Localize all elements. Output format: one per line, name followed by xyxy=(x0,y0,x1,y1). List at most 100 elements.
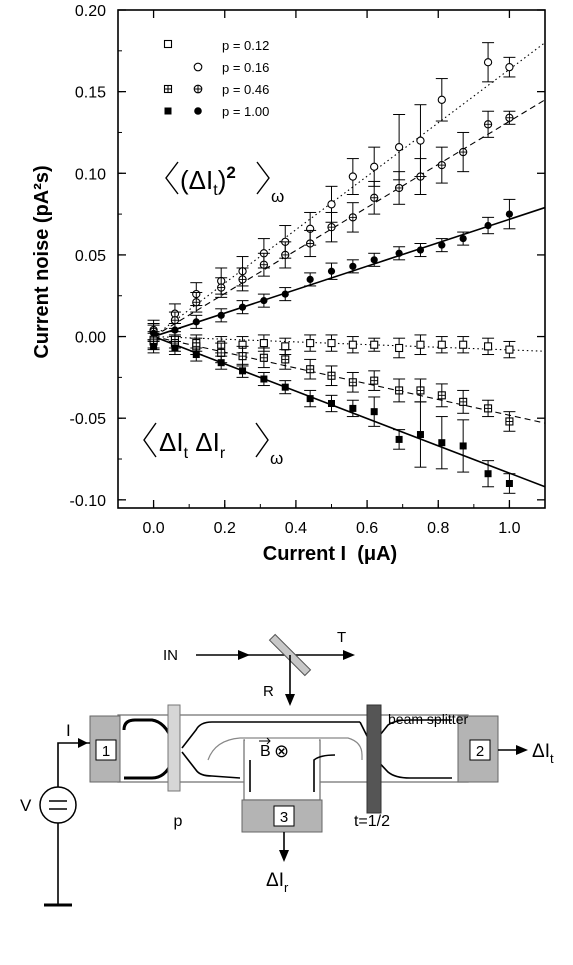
data-point xyxy=(236,267,249,292)
voltage-source-icon xyxy=(39,786,77,824)
label-in: IN xyxy=(163,647,178,664)
data-point xyxy=(435,336,448,354)
data-point xyxy=(435,238,448,253)
legend-item-p016: p = 0.16 xyxy=(193,60,269,75)
data-point xyxy=(257,293,270,308)
marker-filled-square xyxy=(505,480,513,488)
y-tick-label: 0.20 xyxy=(75,3,106,20)
current-label: I xyxy=(66,721,71,740)
marker-filled-square xyxy=(239,367,247,375)
marker-filled-square xyxy=(328,400,335,408)
marker-filled-square xyxy=(484,470,492,478)
marker-filled-square xyxy=(459,442,467,450)
arrow-in-icon xyxy=(238,650,250,660)
data-point xyxy=(393,113,406,181)
legend-label-p012: p = 0.12 xyxy=(222,38,269,53)
beam-splitter-label: beam splitter xyxy=(388,711,468,727)
data-point xyxy=(414,378,427,403)
data-points xyxy=(147,42,516,494)
marker-filled-circle xyxy=(370,256,378,264)
y-tick-label: 0.00 xyxy=(75,330,106,347)
marker-filled-circle xyxy=(327,267,336,275)
data-point xyxy=(482,216,495,235)
data-point xyxy=(435,146,448,184)
marker-open-square xyxy=(370,340,379,349)
arrow-r-icon xyxy=(285,694,295,706)
field-b-label: B xyxy=(260,743,271,760)
marker-filled-circle xyxy=(238,303,247,311)
data-point xyxy=(236,363,249,378)
data-point xyxy=(190,291,203,313)
data-point xyxy=(304,389,317,408)
data-point xyxy=(215,355,228,370)
marker-filled-circle xyxy=(459,234,467,243)
qpc-p xyxy=(167,704,181,792)
data-point xyxy=(346,399,359,418)
data-point xyxy=(257,347,270,369)
output-r-subscript: r xyxy=(284,880,289,895)
svg-text:ΔIt ΔIr: ΔIt ΔIr xyxy=(159,427,226,462)
marker-filled-circle xyxy=(484,221,492,230)
x-tick-label: 1.0 xyxy=(498,520,520,537)
data-point xyxy=(325,394,338,413)
contact-2-label: 2 xyxy=(476,743,484,760)
x-tick-label: 0.4 xyxy=(285,520,307,537)
data-point xyxy=(414,334,427,356)
axis-ticks: 0.0 0.2 0.4 0.6 0.8 1.0 -0.10 -0.05 0.00 0.05 0.10… xyxy=(70,3,546,537)
marker-filled-circle xyxy=(192,318,200,326)
data-point xyxy=(168,340,181,356)
legend-marker-open-square xyxy=(163,39,173,49)
data-point xyxy=(414,158,427,196)
data-point xyxy=(346,371,359,393)
marker-filled-circle xyxy=(416,246,425,254)
marker-filled-circle xyxy=(438,241,446,249)
data-point xyxy=(215,308,228,323)
data-point xyxy=(482,42,495,83)
output-r: ΔIr xyxy=(266,832,289,895)
svg-text:ΔIt: ΔIt xyxy=(532,741,554,766)
marker-filled-square xyxy=(416,431,424,439)
edge-channel-inner xyxy=(207,737,363,761)
marker-filled-circle xyxy=(349,262,357,270)
x-axis-label: Current I (μA) xyxy=(263,543,397,565)
marker-open-square xyxy=(416,340,425,349)
marker-open-square xyxy=(459,340,468,349)
data-point xyxy=(215,277,228,298)
marker-filled-square xyxy=(192,351,200,359)
data-point xyxy=(325,334,338,352)
legend-marker-filled-square xyxy=(164,107,172,115)
y-tick-label: 0.10 xyxy=(75,166,106,183)
marker-open-circle xyxy=(348,172,357,181)
data-point xyxy=(368,180,381,215)
data-point xyxy=(393,378,406,403)
fit-line-dashed xyxy=(153,99,546,338)
marker-filled-circle xyxy=(281,290,289,298)
svg-text:ΔIr: ΔIr xyxy=(266,870,289,895)
legend-label-p016: p = 0.16 xyxy=(222,60,269,75)
marker-filled-square xyxy=(217,359,225,367)
data-point xyxy=(368,337,381,352)
annotation-autocorrelation: (ΔIt)2 ω xyxy=(165,161,284,206)
data-point xyxy=(236,345,249,367)
data-point xyxy=(304,334,317,352)
marker-open-circle xyxy=(370,162,379,171)
marker-open-square xyxy=(484,342,493,351)
data-point xyxy=(457,131,470,173)
x-tick-label: 0.8 xyxy=(427,520,449,537)
output-t: ΔIt xyxy=(498,741,554,766)
marker-filled-square xyxy=(395,435,403,443)
data-point xyxy=(257,371,270,387)
fit-lines xyxy=(153,42,546,488)
marker-filled-square xyxy=(306,395,314,403)
output-r-arrow-icon xyxy=(279,850,289,862)
data-point xyxy=(279,287,292,302)
label-r: R xyxy=(263,683,274,700)
optical-analogue: IN T R xyxy=(163,629,355,706)
legend-label-p100: p = 1.00 xyxy=(222,104,269,119)
data-point xyxy=(279,380,292,395)
legend-marker-crossed-square xyxy=(163,84,173,94)
data-point xyxy=(346,336,359,354)
marker-filled-square xyxy=(150,342,158,350)
marker-open-square xyxy=(306,339,315,348)
data-point xyxy=(368,370,381,391)
